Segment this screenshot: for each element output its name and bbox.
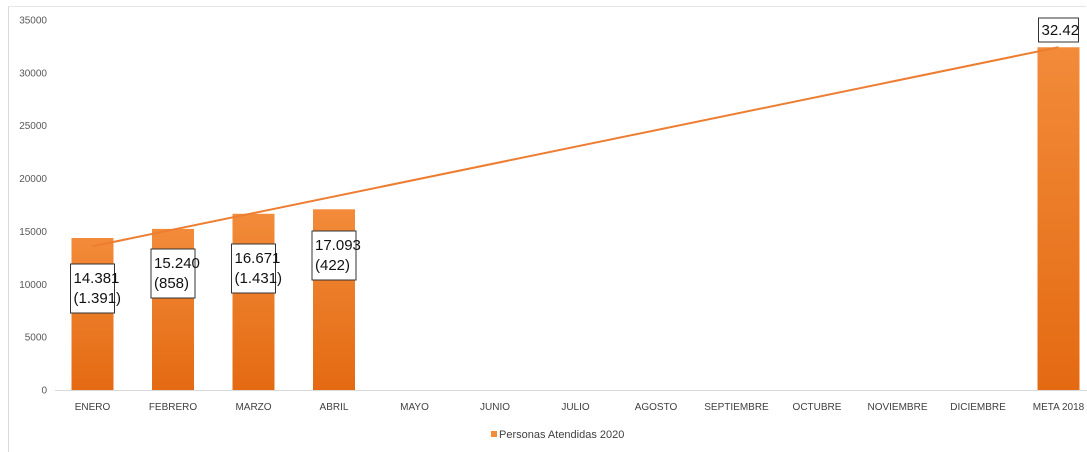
data-label: (422) — [315, 257, 350, 274]
x-tick-label: FEBRERO — [149, 402, 198, 413]
x-tick-label: ABRIL — [320, 402, 349, 413]
bar — [71, 237, 114, 390]
legend-label: Personas Atendidas 2020 — [499, 429, 624, 441]
data-label-box — [70, 263, 115, 314]
legend-swatch — [491, 431, 497, 437]
data-label: 16.671 — [235, 250, 281, 267]
chart-frame — [8, 6, 1086, 452]
data-label-box — [150, 248, 196, 299]
y-tick-label: 10000 — [19, 280, 47, 291]
x-tick-label: NOVIEMBRE — [867, 402, 927, 413]
y-axis: 0 5000 10000 15000 20000 25000 30000 35000 — [19, 16, 47, 397]
data-label: 14.381 — [74, 270, 120, 287]
trendline — [92, 46, 1059, 248]
bar — [1037, 47, 1080, 390]
y-tick-label: 30000 — [19, 68, 47, 79]
legend: Personas Atendidas 2020 — [491, 429, 624, 441]
y-tick-label: 35000 — [19, 16, 47, 27]
x-tick-label: ENERO — [75, 402, 111, 413]
x-tick-label: OCTUBRE — [793, 402, 842, 413]
data-labels: 14.381 (1.391) 15.240 (858) 16.671 (1.431) 17.… — [70, 17, 1080, 314]
y-tick-label: 25000 — [19, 121, 47, 132]
x-tick-label: SEPTIEMBRE — [704, 402, 769, 413]
x-axis: ENERO FEBRERO MARZO ABRIL MAYO JUNIO JULIO AGOS… — [55, 390, 1087, 413]
x-tick-label: MARZO — [235, 402, 271, 413]
y-tick-label: 15000 — [19, 227, 47, 238]
x-tick-label: META 2018 — [1033, 402, 1085, 413]
y-tick-label: 20000 — [19, 174, 47, 185]
x-tick-label: DICIEMBRE — [950, 402, 1006, 413]
x-tick-label: JULIO — [561, 402, 590, 413]
data-label: 17.093 — [315, 237, 361, 254]
y-tick-label: 0 — [41, 386, 47, 397]
data-label: (1.391) — [74, 290, 122, 307]
trend-line — [92, 46, 1059, 248]
data-label-box — [311, 230, 357, 281]
data-label-box — [231, 243, 276, 294]
data-label: 32.42 — [1042, 22, 1080, 39]
data-label: (1.431) — [235, 270, 283, 287]
x-tick-label: JUNIO — [480, 402, 510, 413]
x-tick-label: MAYO — [400, 402, 429, 413]
y-tick-label: 5000 — [25, 333, 48, 344]
bar — [232, 213, 275, 390]
x-tick-label: AGOSTO — [635, 402, 678, 413]
data-label: 15.240 — [154, 255, 200, 272]
data-label-box — [1038, 17, 1079, 43]
data-label: (858) — [154, 275, 189, 292]
